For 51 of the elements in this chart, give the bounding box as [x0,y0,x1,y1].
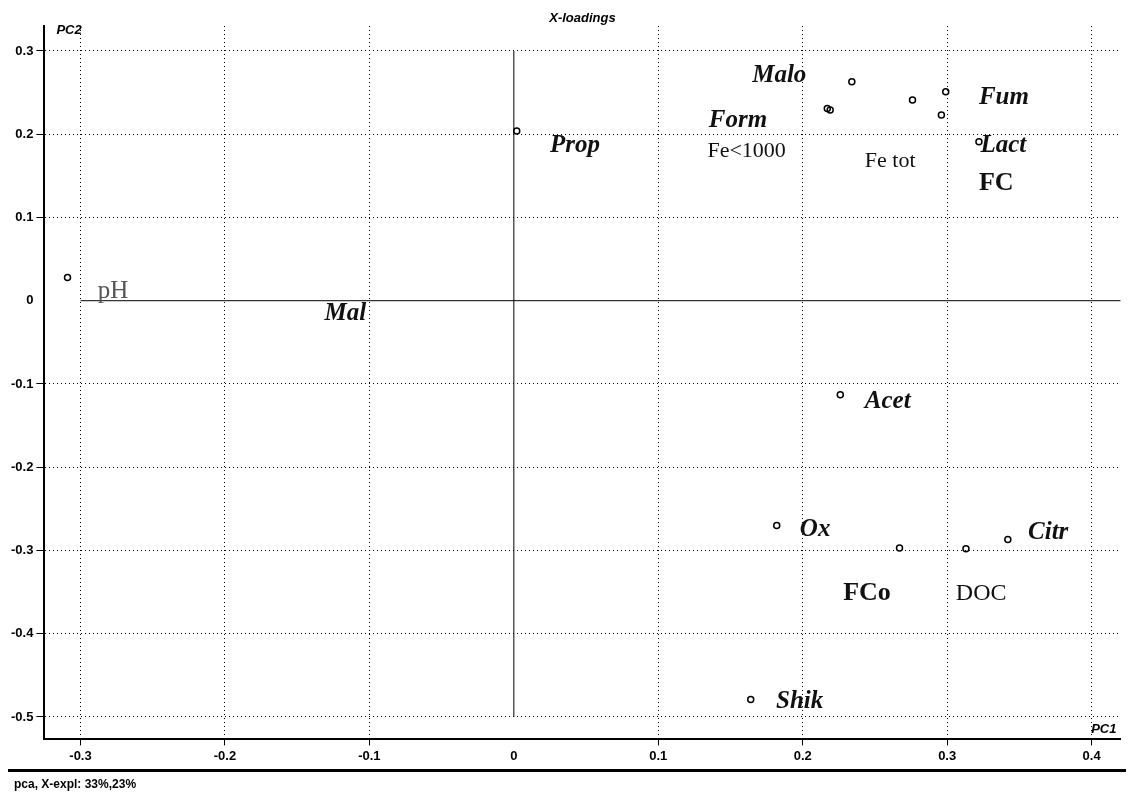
x-tick-label: 0 [510,747,518,763]
annotation: Form [707,104,768,132]
y-tick-label: -0.5 [10,708,34,724]
point [1004,535,1012,544]
annotation: Shik [776,685,824,713]
point [937,111,946,119]
annotation: Fum [977,82,1029,110]
annotation: DOC [955,579,1007,606]
y-tick-label: 0.1 [15,209,34,225]
point [836,391,845,399]
annotation: Mal [323,297,367,325]
x-tick-label: 0.1 [649,747,668,763]
y-tick-label: 0.2 [15,125,34,141]
y-tick-label: -0.1 [10,375,34,391]
annotation: pH [97,276,129,304]
point [63,273,72,282]
annotation: Prop [548,130,600,158]
point [908,96,917,104]
annotation: Malo [751,60,807,88]
x-tick-label: 0.2 [793,747,812,763]
annotation: Citr [1028,516,1069,544]
annotation: FCo [843,577,891,607]
point [962,545,970,553]
y-tick-label: 0 [26,292,34,308]
point [823,104,832,113]
point [895,544,904,552]
annotation: Fe tot [864,147,916,173]
annotation: Ox [799,514,831,542]
point [826,106,834,114]
x-tick-label: -0.2 [213,747,237,763]
y-axis-title: PC2 [56,21,83,37]
y-tick-label: 0.3 [15,42,34,58]
annotation: FC [978,167,1014,197]
text: pca, X-expl: 33%,23% [14,777,137,792]
x-tick-label: 0.4 [1082,747,1102,763]
y-tick-label: -0.4 [10,625,35,641]
point [512,127,521,135]
x-tick-label: -0.1 [358,747,381,763]
annotation: Acet [862,385,912,413]
point [848,78,856,86]
annotation: Lact [979,130,1028,158]
x-axis-title: PC1 [1091,720,1117,736]
point [746,695,755,704]
y-tick-label: -0.2 [10,458,34,474]
chart-title: X-loadings [548,9,616,25]
annotation: Fe<1000 [707,137,786,163]
x-tick-label: -0.3 [69,747,92,763]
point [941,88,950,96]
point [772,521,781,530]
x-tick-label: 0.3 [938,747,957,763]
y-tick-label: -0.3 [10,542,34,558]
